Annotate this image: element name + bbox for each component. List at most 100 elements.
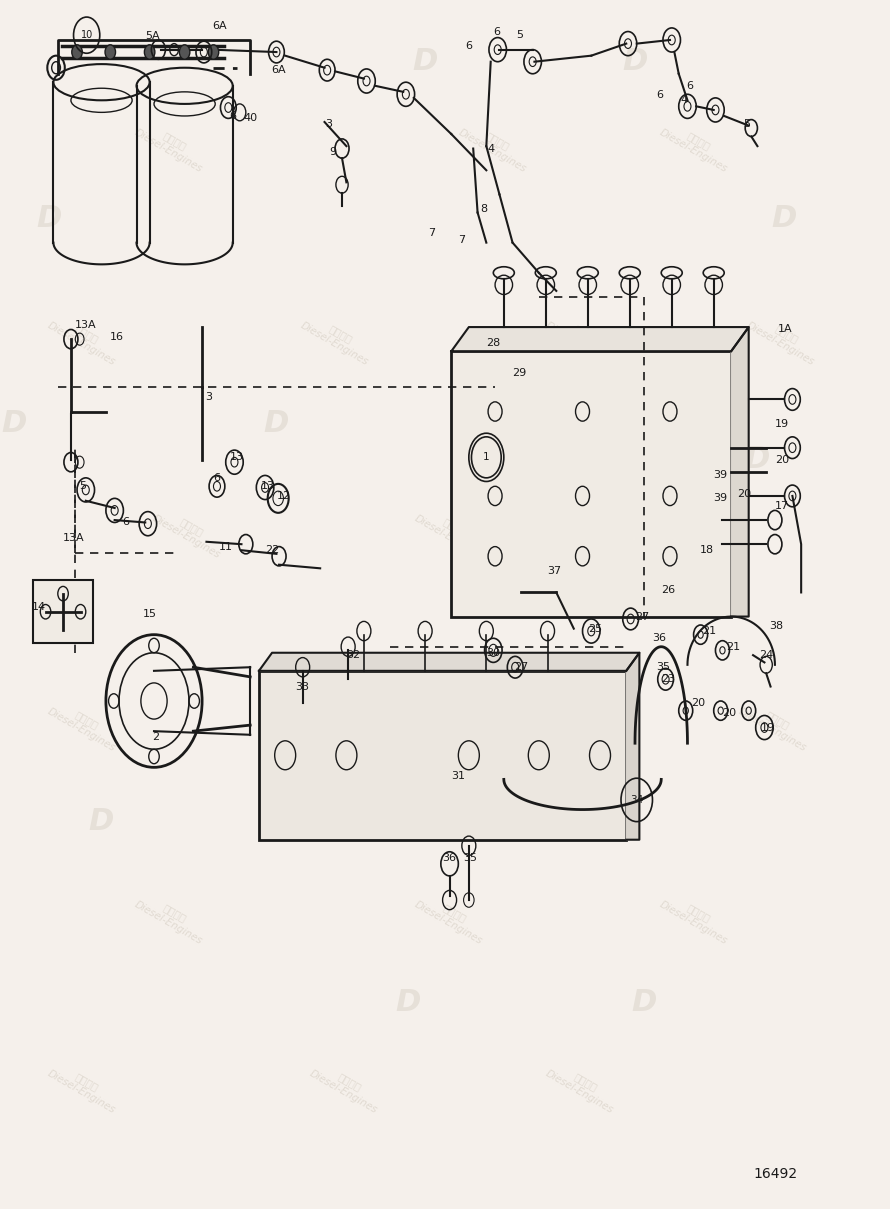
Text: 紫发动力
Diesel-Engines: 紫发动力 Diesel-Engines	[133, 117, 210, 174]
Text: 紫发动力
Diesel-Engines: 紫发动力 Diesel-Engines	[745, 311, 822, 368]
Text: 8: 8	[480, 204, 487, 214]
Text: 24: 24	[759, 650, 773, 660]
Text: 20: 20	[775, 455, 789, 464]
Text: 33: 33	[295, 682, 310, 692]
Text: 31: 31	[451, 771, 465, 781]
Text: D: D	[622, 47, 648, 76]
Text: 13A: 13A	[62, 533, 85, 543]
Text: 34: 34	[630, 794, 643, 805]
Text: 6: 6	[465, 41, 473, 51]
Text: 紫发动力
Diesel-Engines: 紫发动力 Diesel-Engines	[45, 311, 123, 368]
Text: 紫发动力
Diesel-Engines: 紫发动力 Diesel-Engines	[299, 311, 376, 368]
Text: 19: 19	[761, 723, 775, 733]
Text: 6: 6	[230, 111, 236, 121]
Circle shape	[72, 45, 82, 59]
Text: 35: 35	[464, 852, 478, 863]
Text: 28: 28	[486, 337, 500, 348]
Text: 26: 26	[661, 585, 676, 595]
Text: D: D	[36, 204, 61, 233]
Text: 15: 15	[142, 609, 157, 619]
Text: 30: 30	[486, 648, 500, 658]
Circle shape	[180, 45, 190, 59]
FancyBboxPatch shape	[33, 580, 93, 643]
Text: 6A: 6A	[213, 21, 227, 30]
Text: 紫发动力
Diesel-Engines: 紫发动力 Diesel-Engines	[544, 311, 621, 368]
Text: 紫发动力
Diesel-Engines: 紫发动力 Diesel-Engines	[308, 1059, 385, 1116]
Text: 39: 39	[714, 493, 728, 503]
Text: 5: 5	[79, 481, 85, 491]
Text: 5A: 5A	[145, 31, 159, 41]
Circle shape	[105, 45, 116, 59]
Text: 14: 14	[31, 602, 45, 612]
Text: 6: 6	[123, 517, 130, 527]
Text: 4: 4	[681, 96, 688, 105]
Text: 38: 38	[770, 621, 784, 631]
Circle shape	[208, 45, 219, 59]
Text: D: D	[395, 988, 420, 1017]
Text: 紫发动力
Diesel-Engines: 紫发动力 Diesel-Engines	[544, 1059, 621, 1116]
Polygon shape	[259, 653, 639, 671]
Text: 1A: 1A	[778, 324, 793, 335]
Text: D: D	[412, 47, 438, 76]
Text: 紫发动力
Diesel-Engines: 紫发动力 Diesel-Engines	[281, 696, 359, 753]
Text: 19: 19	[775, 418, 789, 428]
Text: 6: 6	[214, 473, 221, 482]
Text: 紫发动力
Diesel-Engines: 紫发动力 Diesel-Engines	[150, 504, 228, 561]
Text: 21: 21	[702, 626, 716, 636]
Text: 21: 21	[726, 642, 740, 652]
Text: 22: 22	[265, 545, 279, 555]
Text: 20: 20	[723, 708, 737, 718]
Text: 16: 16	[110, 331, 125, 342]
Text: D: D	[508, 590, 534, 619]
Text: 20: 20	[691, 699, 705, 708]
Text: 紫发动力
Diesel-Engines: 紫发动力 Diesel-Engines	[658, 890, 735, 947]
Text: 紫发动力
Diesel-Engines: 紫发动力 Diesel-Engines	[457, 117, 534, 174]
Text: D: D	[89, 808, 114, 837]
Text: 4: 4	[487, 144, 494, 154]
Text: D: D	[263, 409, 289, 438]
Text: 紫发动力
Diesel-Engines: 紫发动力 Diesel-Engines	[45, 696, 123, 753]
Text: 40: 40	[243, 114, 257, 123]
Text: 29: 29	[513, 368, 527, 378]
Text: 紫发动力
Diesel-Engines: 紫发动力 Diesel-Engines	[658, 504, 735, 561]
Text: 16492: 16492	[753, 1167, 797, 1181]
Text: 3: 3	[205, 392, 212, 403]
Circle shape	[144, 45, 155, 59]
FancyBboxPatch shape	[451, 351, 732, 617]
Text: 13: 13	[261, 481, 275, 491]
Text: 紫发动力
Diesel-Engines: 紫发动力 Diesel-Engines	[413, 890, 490, 947]
Text: 23: 23	[661, 675, 676, 684]
Text: 7: 7	[429, 229, 436, 238]
Text: 20: 20	[737, 488, 751, 498]
Text: D: D	[771, 204, 797, 233]
Text: 1: 1	[483, 452, 490, 462]
Text: 2: 2	[152, 733, 159, 742]
Polygon shape	[732, 328, 748, 617]
Text: 37: 37	[547, 566, 562, 575]
Text: 27: 27	[635, 612, 649, 621]
Text: 7: 7	[458, 236, 465, 245]
Text: 11: 11	[219, 542, 232, 551]
Text: 10: 10	[80, 30, 93, 40]
Text: 6A: 6A	[271, 65, 287, 75]
Text: 紫发动力
Diesel-Engines: 紫发动力 Diesel-Engines	[518, 696, 595, 753]
Text: 5: 5	[743, 120, 750, 129]
Text: 9: 9	[329, 147, 336, 157]
Polygon shape	[627, 653, 639, 840]
Text: 36: 36	[442, 852, 457, 863]
Text: 27: 27	[514, 663, 529, 672]
Text: 紫发动力
Diesel-Engines: 紫发动力 Diesel-Engines	[133, 890, 210, 947]
Text: D: D	[2, 409, 27, 438]
Text: 17: 17	[775, 501, 789, 510]
Text: 6: 6	[656, 91, 663, 100]
Text: 35: 35	[656, 663, 670, 672]
Text: D: D	[745, 445, 770, 474]
Text: 3: 3	[326, 120, 332, 129]
Text: 紫发动力
Diesel-Engines: 紫发动力 Diesel-Engines	[736, 696, 813, 753]
FancyBboxPatch shape	[259, 671, 627, 840]
Text: 32: 32	[346, 650, 360, 660]
Text: 紫发动力
Diesel-Engines: 紫发动力 Diesel-Engines	[45, 1059, 123, 1116]
Polygon shape	[451, 328, 748, 351]
Text: 紫发动力
Diesel-Engines: 紫发动力 Diesel-Engines	[413, 504, 490, 561]
Text: 紫发动力
Diesel-Engines: 紫发动力 Diesel-Engines	[658, 117, 735, 174]
